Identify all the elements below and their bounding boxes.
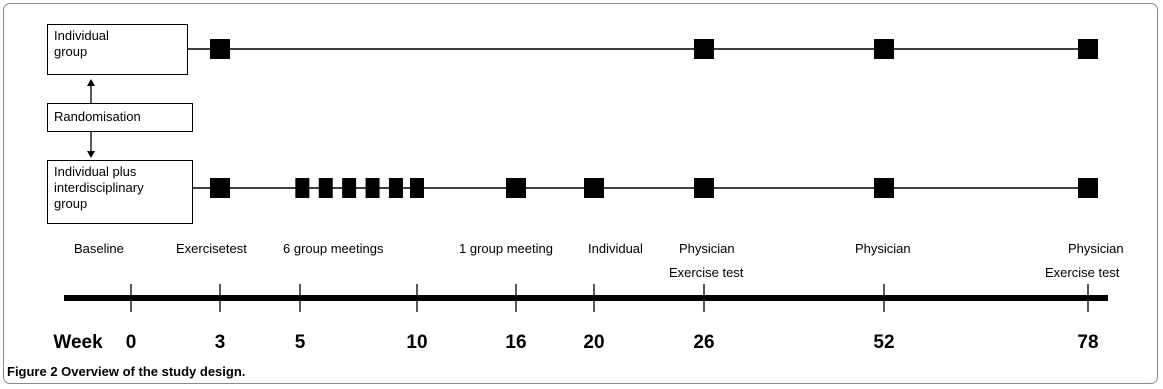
interdisciplinary-marker-4	[365, 178, 380, 198]
interdisciplinary-marker-9	[694, 178, 714, 198]
week-tick-label-16: 16	[505, 332, 527, 353]
figure-caption: Figure 2 Overview of the study design.	[7, 364, 246, 379]
interdisciplinary-marker-10	[874, 178, 894, 198]
label-6-group-meetings: 6 group meetings	[283, 241, 384, 256]
label-baseline: Baseline	[74, 241, 124, 256]
interdisciplinary-marker-1	[295, 178, 310, 198]
timeline-ticks	[130, 284, 1089, 312]
interdisciplinary-marker-11	[1078, 178, 1098, 198]
individual-group-box: Individual group	[47, 24, 188, 75]
arrow-up-head	[87, 79, 95, 86]
week-tick-label-10: 10	[406, 332, 428, 353]
week-tick-label-5: 5	[294, 332, 306, 353]
interdisciplinary-arm-markers	[210, 178, 1098, 198]
individual-group-label: Individual group	[54, 28, 109, 59]
week-tick-label-20: 20	[583, 332, 605, 353]
week-tick-label-3: 3	[214, 332, 226, 353]
individual-arm-markers	[210, 39, 1098, 59]
randomisation-label: Randomisation	[54, 109, 141, 124]
week-label: Week	[53, 332, 103, 353]
label-1-group-meeting: 1 group meeting	[459, 241, 553, 256]
individual-marker-0	[210, 39, 230, 59]
interdisciplinary-marker-3	[342, 178, 357, 198]
label-exercise-test-week3: Exercisetest	[176, 241, 247, 256]
arrow-down-head	[87, 151, 95, 158]
figure-frame	[3, 3, 1158, 384]
label-individual: Individual	[588, 241, 643, 256]
week-tick-label-52: 52	[873, 332, 895, 353]
interdisciplinary-marker-6	[410, 178, 424, 198]
interdisciplinary-marker-2	[318, 178, 333, 198]
randomisation-box: Randomisation	[47, 103, 193, 132]
individual-marker-2	[874, 39, 894, 59]
label-exercise-test-week26: Exercise test	[669, 265, 744, 280]
label-physician-week52: Physician	[855, 241, 911, 256]
interdisciplinary-marker-8	[584, 178, 604, 198]
interdisciplinary-group-label: Individual plus interdisciplinary group	[54, 164, 144, 211]
week-tick-label-26: 26	[693, 332, 715, 353]
label-physician-week78: Physician	[1068, 241, 1124, 256]
week-tick-label-0: 0	[125, 332, 137, 353]
individual-marker-1	[694, 39, 714, 59]
interdisciplinary-marker-0	[210, 178, 230, 198]
label-physician-week26: Physician	[679, 241, 735, 256]
individual-marker-3	[1078, 39, 1098, 59]
interdisciplinary-marker-7	[506, 178, 526, 198]
week-tick-label-78: 78	[1077, 332, 1099, 353]
interdisciplinary-marker-5	[388, 178, 403, 198]
interdisciplinary-group-box: Individual plus interdisciplinary group	[47, 160, 193, 224]
label-exercise-test-week78: Exercise test	[1045, 265, 1120, 280]
